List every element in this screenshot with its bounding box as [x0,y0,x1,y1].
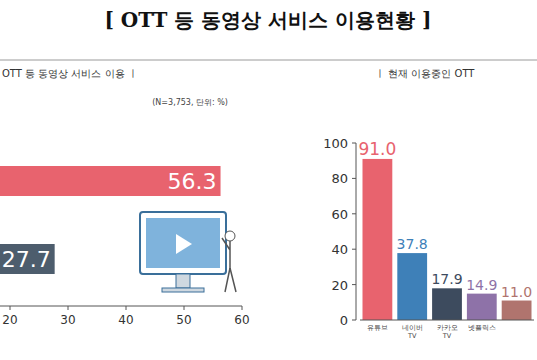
y-axis [356,143,357,320]
x-tick-label: 60 [234,313,249,327]
y-tick-label: 60 [331,207,348,222]
y-tick [352,320,356,321]
y-tick [352,284,356,285]
x-tick-labels: 유튜브네이버TV카카오TV넷플릭스 [367,324,496,340]
x-tick [68,306,69,310]
x-axis [0,306,242,307]
bar [363,159,393,320]
monitor-base [162,288,204,292]
bars [363,159,532,320]
bar [0,244,55,274]
y-tick-label: 20 [331,278,348,293]
x-axis [360,320,534,321]
label-line: 카카오 [437,324,458,332]
person-head [225,231,235,241]
data-label: 14.9 [466,277,497,293]
monitor-stand [176,274,190,288]
bar [397,253,427,320]
label-line: 유튜브 [367,324,388,332]
x-tick-label: 50 [176,313,191,327]
x-tick [184,306,185,310]
bars [0,166,221,274]
x-tick-label: 유튜브 [367,324,388,332]
data-labels: 56.3 27.7 [2,169,217,272]
bar [467,294,497,320]
x-tick-label: 40 [118,313,133,327]
page-title: [ OTT 등 동영상 서비스 이용현황 ] [104,8,431,32]
title-rule [0,60,537,61]
data-labels: 91.0 37.8 17.914.911.0 [358,139,532,300]
label-line: TV [442,332,452,340]
y-tick [352,143,356,144]
data-label: 27.7 [2,247,51,272]
play-icon [176,234,192,254]
x-tick-label: 카카오TV [437,324,458,340]
data-label: 37.8 [397,236,428,252]
y-tick [352,213,356,214]
data-label: 17.9 [431,271,462,287]
page: [ OTT 등 동영상 서비스 이용현황 ] OTT 등 동영상 서비스 이용 ㅣ… [0,0,537,360]
chart-subtitle: (N=3,753, 단위: %) [152,98,228,107]
data-label: 11.0 [501,284,532,300]
bar [0,166,221,196]
x-tick [242,306,243,310]
label-line: 네이버 [402,324,423,332]
x-tick [10,306,11,310]
data-label: 56.3 [168,169,217,194]
y-tick [352,178,356,179]
y-tick [352,249,356,250]
chart-title: OTT 등 동영상 서비스 이용 ㅣ [2,68,138,79]
y-tick-label: 0 [340,313,348,328]
y-tick-label: 40 [331,242,348,257]
x-tick-label: 30 [60,313,75,327]
x-tick-label: 넷플릭스 [468,324,496,332]
x-tick-label: 20 [2,313,17,327]
data-label: 91.0 [358,139,396,159]
y-tick-label: 100 [323,136,348,151]
monitor-frame [140,212,226,274]
label-line: TV [407,332,417,340]
monitor-icon [140,212,236,292]
x-tick [126,306,127,310]
person-body [222,238,236,292]
chart-title: ㅣ 현재 이용중인 OTT [375,68,475,79]
x-tick-label: 네이버TV [402,324,423,340]
bar [432,288,462,320]
bar [502,301,532,320]
label-line: 넷플릭스 [468,324,496,332]
y-tick-label: 80 [331,171,348,186]
monitor-screen [146,218,220,268]
